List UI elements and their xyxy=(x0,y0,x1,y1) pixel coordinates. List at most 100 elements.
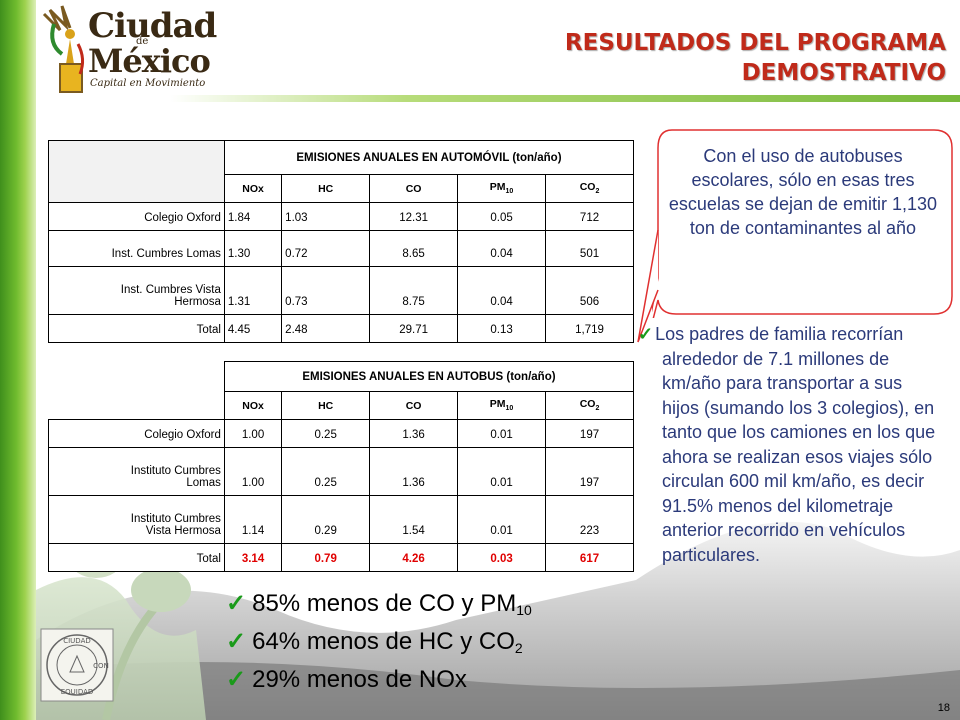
cell-pm10: 0.01 xyxy=(457,447,547,496)
blank-corner-cell xyxy=(48,361,225,420)
cell-pm10: 0.04 xyxy=(457,230,547,267)
table-header-row: EMISIONES ANUALES EN AUTOMÓVIL (ton/año) xyxy=(48,140,635,203)
cell-pm10: 0.01 xyxy=(457,419,547,448)
cell-co2: 223 xyxy=(545,495,634,544)
row-label: Total xyxy=(48,543,225,572)
cell-nox: 4.45 xyxy=(223,314,283,343)
cell-co2: 617 xyxy=(545,543,634,572)
bullet-co-pm10: ✓ 85% menos de CO y PM10 xyxy=(226,590,532,618)
cell-pm10: 0.03 xyxy=(457,543,547,572)
callout-pointer xyxy=(637,230,659,343)
cell-hc: 0.73 xyxy=(281,266,371,315)
table-row: Inst. Cumbres Lomas 1.30 0.72 8.65 0.04 … xyxy=(48,230,634,267)
cell-co2: 1,719 xyxy=(545,314,634,343)
logo-de: de xyxy=(136,36,149,47)
check-icon: ✓ xyxy=(226,590,247,617)
page-number: 18 xyxy=(937,702,950,714)
callout-text: Con el uso de autobuses escolares, sólo … xyxy=(668,146,938,238)
cell-co: 1.36 xyxy=(369,419,459,448)
title-line-2: DEMOSTRATIVO xyxy=(741,60,946,86)
cell-co: 4.26 xyxy=(369,543,459,572)
svg-text:CIUDAD: CIUDAD xyxy=(63,637,91,645)
row-label: Instituto Cumbres Vista Hermosa xyxy=(48,495,225,544)
row-label: Total xyxy=(48,314,225,343)
cell-co2: 506 xyxy=(545,266,634,315)
title-line-1: RESULTADOS DEL PROGRAMA xyxy=(564,30,946,56)
title-underline xyxy=(170,95,960,102)
col-hc: HC xyxy=(281,174,371,203)
cell-co2: 197 xyxy=(545,419,634,448)
table-total-row: Total 4.45 2.48 29.71 0.13 1,719 xyxy=(48,314,634,343)
automobile-emissions-table: EMISIONES ANUALES EN AUTOMÓVIL (ton/año)… xyxy=(48,140,635,343)
left-green-stripe xyxy=(0,0,36,720)
column-header-row: NOx HC CO PM10 CO2 xyxy=(49,391,634,420)
cell-hc: 0.25 xyxy=(281,419,371,448)
angel-icon xyxy=(42,5,85,93)
cell-co: 12.31 xyxy=(369,202,459,231)
check-icon: ✓ xyxy=(638,324,654,344)
cell-hc: 0.25 xyxy=(281,447,371,496)
cell-co: 29.71 xyxy=(369,314,459,343)
table-heading: EMISIONES ANUALES EN AUTOMÓVIL (ton/año) xyxy=(223,140,635,175)
row-label: Colegio Oxford xyxy=(48,419,225,448)
ciudad-con-equidad-seal-icon: CIUDAD CON EQUIDAD xyxy=(40,628,114,702)
row-label: Instituto Cumbres Lomas xyxy=(48,447,225,496)
cell-pm10: 0.01 xyxy=(457,495,547,544)
bullet-hc-co2: ✓ 64% menos de HC y CO2 xyxy=(226,628,523,656)
summary-bullets: ✓ 85% menos de CO y PM10 ✓ 64% menos de HC… xyxy=(226,588,532,695)
cell-co: 8.65 xyxy=(369,230,459,267)
col-hc: HC xyxy=(281,391,371,420)
table-row: Instituto Cumbres Lomas 1.00 0.25 1.36 0.… xyxy=(48,447,634,496)
cell-nox: 1.00 xyxy=(223,447,283,496)
table-row: Colegio Oxford 1.00 0.25 1.36 0.01 197 xyxy=(48,419,634,448)
cell-pm10: 0.04 xyxy=(457,266,547,315)
cell-co2: 501 xyxy=(545,230,634,267)
check-icon: ✓ xyxy=(226,666,247,693)
col-co: CO xyxy=(369,174,459,203)
table-row: Inst. Cumbres Vista Hermosa 1.31 0.73 8.7… xyxy=(48,266,634,315)
cell-pm10: 0.05 xyxy=(457,202,547,231)
right-paragraph: ✓ Los padres de familia recorrían alreded… xyxy=(638,322,944,567)
bullet-nox: ✓ 29% menos de NOx xyxy=(226,666,467,693)
cell-nox: 1.00 xyxy=(223,419,283,448)
col-co2: CO2 xyxy=(545,174,634,203)
cell-nox: 1.30 xyxy=(223,230,283,267)
col-pm10: PM10 xyxy=(457,174,547,203)
callout-bubble xyxy=(652,129,953,318)
check-icon: ✓ xyxy=(226,628,247,655)
table-header-row: EMISIONES ANUALES EN AUTOBUS (ton/año) xyxy=(48,361,635,420)
row-label: Colegio Oxford xyxy=(48,202,225,231)
table-row: Instituto Cumbres Vista Hermosa 1.14 0.29… xyxy=(48,495,634,544)
row-label: Inst. Cumbres Vista Hermosa xyxy=(48,266,225,315)
svg-text:EQUIDAD: EQUIDAD xyxy=(61,688,94,696)
cell-hc: 2.48 xyxy=(281,314,371,343)
table-total-row: Total 3.14 0.79 4.26 0.03 617 xyxy=(48,543,634,572)
paragraph-text: Los padres de familia recorrían alrededo… xyxy=(655,324,936,565)
cell-nox: 1.84 xyxy=(223,202,283,231)
cell-hc: 0.29 xyxy=(281,495,371,544)
col-co2: CO2 xyxy=(545,391,634,420)
col-nox: NOx xyxy=(223,391,283,420)
slide-title: RESULTADOS DEL PROGRAMA DEMOSTRATIVO xyxy=(526,28,946,88)
cell-co: 1.54 xyxy=(369,495,459,544)
cell-co: 1.36 xyxy=(369,447,459,496)
cell-nox: 1.14 xyxy=(223,495,283,544)
svg-text:CON: CON xyxy=(93,662,109,670)
cell-co2: 712 xyxy=(545,202,634,231)
table-row: Colegio Oxford 1.84 1.03 12.31 0.05 712 xyxy=(48,202,634,231)
col-nox: NOx xyxy=(223,174,283,203)
logo-mexico: México xyxy=(88,42,211,80)
table-heading: EMISIONES ANUALES EN AUTOBUS (ton/año) xyxy=(223,361,635,392)
col-co: CO xyxy=(369,391,459,420)
cell-co: 8.75 xyxy=(369,266,459,315)
cell-nox: 3.14 xyxy=(223,543,283,572)
cell-nox: 1.31 xyxy=(223,266,283,315)
col-pm10: PM10 xyxy=(457,391,547,420)
logo-ciudad: Ciudad xyxy=(88,6,217,46)
bus-emissions-table: EMISIONES ANUALES EN AUTOBUS (ton/año) N… xyxy=(48,361,635,572)
cell-hc: 0.72 xyxy=(281,230,371,267)
logo-tagline: Capital en Movimiento xyxy=(90,78,206,89)
row-label: Inst. Cumbres Lomas xyxy=(48,230,225,267)
cell-pm10: 0.13 xyxy=(457,314,547,343)
blank-corner-cell xyxy=(48,140,225,203)
